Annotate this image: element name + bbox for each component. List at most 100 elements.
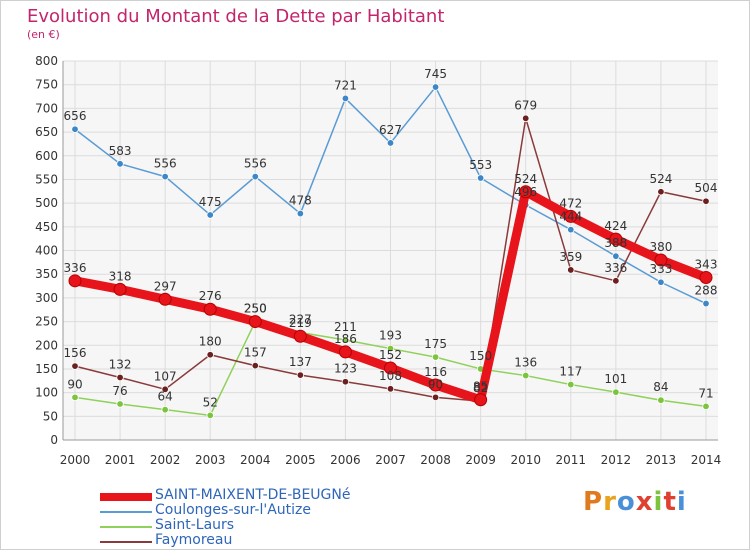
data-point-0 [654, 253, 668, 267]
data-label-1: 288 [695, 284, 718, 298]
data-label-2: 211 [334, 320, 357, 334]
data-label-3: 524 [649, 172, 672, 186]
data-point-2 [522, 371, 530, 380]
data-point-0 [338, 345, 352, 359]
data-point-1 [702, 299, 710, 308]
logo-letter: i [653, 487, 664, 517]
x-tick-label: 2007 [375, 453, 406, 467]
data-label-0: 380 [649, 240, 672, 254]
data-label-3: 137 [289, 355, 312, 369]
data-label-2: 227 [289, 312, 312, 326]
legend-label-saint-maixent: SAINT-MAIXENT-DE-BEUGNé [155, 487, 351, 503]
data-label-1: 496 [514, 185, 537, 199]
data-point-1 [431, 83, 440, 91]
data-label-2: 101 [604, 372, 627, 386]
x-tick-label: 2000 [60, 453, 91, 467]
data-point-1 [341, 94, 350, 103]
data-label-0: 186 [334, 332, 357, 346]
data-point-3 [567, 266, 575, 274]
data-point-2 [341, 336, 350, 344]
logo-letter: t [663, 487, 677, 517]
x-tick-label: 2013 [646, 453, 677, 467]
data-point-1 [161, 172, 169, 181]
data-label-0: 219 [289, 316, 312, 330]
data-point-2 [657, 396, 665, 404]
data-label-3: 82 [473, 381, 488, 395]
x-tick-label: 2003 [195, 453, 226, 467]
data-point-0 [203, 302, 217, 316]
legend-swatch-saint-laurs [100, 526, 152, 528]
data-label-1: 656 [64, 109, 87, 123]
unit-label: (en €) [27, 28, 60, 41]
data-point-1 [386, 139, 395, 147]
data-point-2 [702, 402, 710, 411]
data-point-0 [609, 232, 623, 246]
data-label-1: 388 [604, 236, 627, 250]
data-label-1: 556 [154, 157, 177, 171]
data-point-2 [612, 388, 620, 396]
data-point-0 [519, 185, 533, 199]
chart-title: Evolution du Montant de la Dette par Hab… [27, 6, 445, 27]
legend-swatch-faymoreau [100, 541, 152, 543]
legend-swatch-saint-maixent [100, 493, 152, 501]
data-label-0: 85 [473, 380, 488, 394]
x-tick-label: 2006 [330, 453, 361, 467]
data-label-0: 318 [109, 269, 132, 283]
y-tick-label: 50 [43, 409, 58, 423]
y-tick-label: 300 [35, 291, 58, 305]
y-tick-label: 0 [50, 433, 58, 447]
data-label-1: 475 [199, 195, 222, 209]
data-label-3: 107 [154, 369, 177, 383]
data-label-2: 136 [514, 356, 537, 370]
data-point-2 [116, 400, 124, 408]
data-point-3 [116, 373, 124, 382]
data-point-0 [158, 292, 172, 306]
data-point-2 [386, 344, 395, 353]
data-point-1 [657, 278, 665, 286]
data-point-0 [564, 209, 578, 223]
data-point-2 [161, 405, 169, 414]
x-tick-label: 2001 [105, 453, 136, 467]
data-label-1: 721 [334, 78, 357, 92]
x-tick-label: 2005 [285, 453, 316, 467]
data-point-0 [699, 271, 713, 285]
data-label-3: 504 [695, 181, 718, 195]
y-tick-label: 650 [35, 125, 58, 139]
data-label-1: 627 [379, 123, 402, 137]
data-point-1 [116, 160, 124, 168]
data-point-3 [251, 361, 259, 370]
legend-label-saint-laurs: Saint-Laurs [155, 517, 235, 533]
data-point-3 [386, 385, 395, 393]
data-label-3: 180 [199, 335, 222, 349]
data-point-0 [429, 378, 443, 392]
data-label-1: 745 [424, 67, 447, 81]
y-tick-label: 250 [35, 315, 58, 329]
data-point-3 [702, 197, 710, 205]
data-point-0 [248, 315, 262, 329]
data-label-2: 250 [244, 302, 267, 316]
data-point-1 [567, 225, 575, 234]
data-label-2: 84 [653, 380, 668, 394]
data-label-3: 123 [334, 362, 357, 376]
y-tick-label: 350 [35, 267, 58, 281]
data-point-3 [206, 351, 214, 359]
data-label-1: 583 [109, 144, 132, 158]
logo-letter: x [635, 487, 654, 517]
logo-letter: i [676, 487, 687, 517]
data-point-1 [476, 174, 485, 182]
x-tick-label: 2014 [691, 453, 722, 467]
data-label-0: 116 [424, 365, 447, 379]
data-point-2 [206, 411, 214, 420]
data-label-3: 156 [64, 346, 87, 360]
data-label-0: 276 [199, 289, 222, 303]
logo-letter: P [583, 487, 604, 517]
x-tick-label: 2012 [601, 453, 632, 467]
data-label-3: 108 [379, 369, 402, 383]
data-point-2 [431, 353, 440, 361]
data-label-3: 90 [428, 377, 443, 391]
data-label-2: 90 [67, 377, 82, 391]
x-tick-label: 2011 [556, 453, 587, 467]
y-tick-label: 600 [35, 149, 58, 163]
data-point-2 [567, 380, 575, 389]
